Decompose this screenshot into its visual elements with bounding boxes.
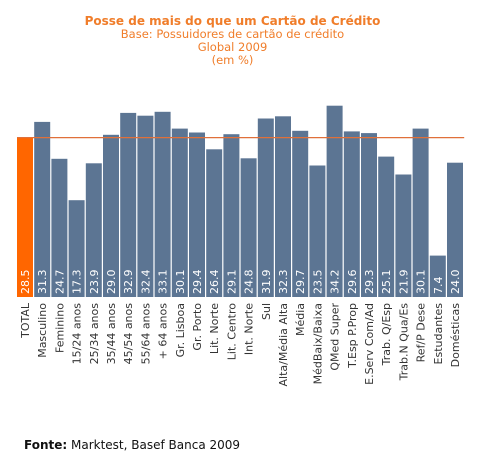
category-label-14: Sul <box>260 303 273 320</box>
bar-24 <box>429 255 446 297</box>
bar-2 <box>51 158 68 297</box>
bar-18 <box>326 105 343 297</box>
category-label-17: MédBaix/Baixa <box>311 303 324 384</box>
category-label-13: Int. Norte <box>243 303 256 355</box>
chart-subtitle-base: Base: Possuidores de cartão de crédito <box>120 27 345 41</box>
value-label-6: 32.9 <box>122 270 135 295</box>
bar-8 <box>154 111 171 297</box>
value-label-22: 21.9 <box>397 270 410 295</box>
bar-10 <box>189 132 205 297</box>
value-label-8: 33.1 <box>157 270 170 295</box>
value-label-24: 7.4 <box>432 277 445 295</box>
value-label-18: 34.2 <box>329 270 342 295</box>
bar-17 <box>309 165 326 297</box>
value-label-25: 24.0 <box>449 270 462 295</box>
bar-1 <box>34 121 51 298</box>
category-label-0: TOTAL <box>19 302 32 339</box>
category-labels-group: TOTAL Masculino Feminino 15/24 anos 25/34 an… <box>19 302 462 386</box>
bar-20 <box>361 133 377 297</box>
chart-title: Posse de mais do que um Cartão de Crédit… <box>84 14 381 28</box>
category-label-2: Feminino <box>53 303 66 353</box>
bar-23 <box>412 128 429 297</box>
category-label-22: Trab.N Qua/Es <box>397 303 410 382</box>
bar-7 <box>137 115 154 297</box>
bar-21 <box>378 156 395 297</box>
category-label-6: 45/54 anos <box>122 303 135 365</box>
category-label-15: Alta/Média Alta <box>277 303 290 387</box>
value-label-9: 30.1 <box>174 270 187 295</box>
category-label-23: Ref/P Dese <box>415 303 428 363</box>
category-label-25: Domésticas <box>449 303 462 368</box>
value-label-0: 28.5 <box>19 270 32 295</box>
bar-12 <box>223 134 240 297</box>
bar-22 <box>395 174 412 297</box>
bar-9 <box>171 128 188 297</box>
bar-4 <box>85 163 102 297</box>
source-text: Marktest, Basef Banca 2009 <box>71 438 241 452</box>
category-label-1: Masculino <box>36 303 49 358</box>
category-label-19: T.Esp P.Prop <box>346 303 359 369</box>
value-label-2: 24.7 <box>53 270 66 295</box>
bar-15 <box>275 116 291 297</box>
bar-3 <box>68 200 85 297</box>
value-label-10: 29.4 <box>191 270 204 295</box>
value-label-21: 25.1 <box>380 270 393 295</box>
value-label-16: 29.7 <box>294 270 307 295</box>
bar-14 <box>257 118 274 297</box>
category-label-5: 35/44 anos <box>105 303 118 365</box>
category-label-12: Lit. Centro <box>225 303 238 361</box>
value-label-23: 30.1 <box>415 270 428 295</box>
bar-16 <box>292 130 309 297</box>
bars-group <box>17 105 463 298</box>
category-label-10: Gr. Porto <box>191 303 204 351</box>
value-label-14: 31.9 <box>260 270 273 295</box>
source-note: Fonte: Marktest, Basef Banca 2009 <box>24 438 240 452</box>
value-label-7: 32.4 <box>139 270 152 295</box>
chart-titles: Posse de mais do que um Cartão de Crédit… <box>0 14 465 67</box>
bar-0 <box>17 137 33 297</box>
value-label-12: 29.1 <box>225 270 238 295</box>
value-label-19: 29.6 <box>346 270 359 295</box>
category-label-16: Média <box>294 303 307 336</box>
category-label-20: E.Serv Com/Ad <box>363 303 376 385</box>
bar-19 <box>343 131 360 297</box>
value-label-1: 31.3 <box>36 270 49 295</box>
value-label-17: 23.5 <box>311 270 324 295</box>
category-label-7: 55/64 anos <box>139 303 152 365</box>
bar-chart: 28.5 31.3 24.7 17.3 23.9 29.0 32.9 32.4 33.1 30.1… <box>17 105 465 387</box>
category-label-24: Estudantes <box>432 303 445 365</box>
category-label-3: 15/24 anos <box>71 303 84 365</box>
value-labels-group: 28.5 31.3 24.7 17.3 23.9 29.0 32.9 32.4 33.1 30.1… <box>19 270 462 295</box>
bar-13 <box>240 158 257 297</box>
value-label-11: 26.4 <box>208 270 221 295</box>
category-label-18: QMed Super <box>329 303 342 371</box>
bar-5 <box>103 134 119 297</box>
chart-subtitle-unit: (em %) <box>211 53 254 67</box>
source-label: Fonte: <box>24 438 68 452</box>
value-label-13: 24.8 <box>243 270 256 295</box>
bar-6 <box>120 112 137 298</box>
value-label-4: 23.9 <box>88 270 101 295</box>
value-label-3: 17.3 <box>71 270 84 295</box>
bar-25 <box>447 162 463 297</box>
chart-subtitle-year: Global 2009 <box>197 40 268 54</box>
category-label-4: 25/34 anos <box>88 303 101 365</box>
value-label-15: 32.3 <box>277 270 290 295</box>
value-label-20: 29.3 <box>363 270 376 295</box>
category-label-8: + 64 anos <box>157 303 170 360</box>
category-label-21: Trab. Q/Esp <box>380 303 393 366</box>
bar-11 <box>206 149 223 297</box>
value-label-5: 29.0 <box>105 270 118 295</box>
category-label-11: Lit. Norte <box>208 303 221 354</box>
category-label-9: Gr. Lisboa <box>174 303 187 357</box>
